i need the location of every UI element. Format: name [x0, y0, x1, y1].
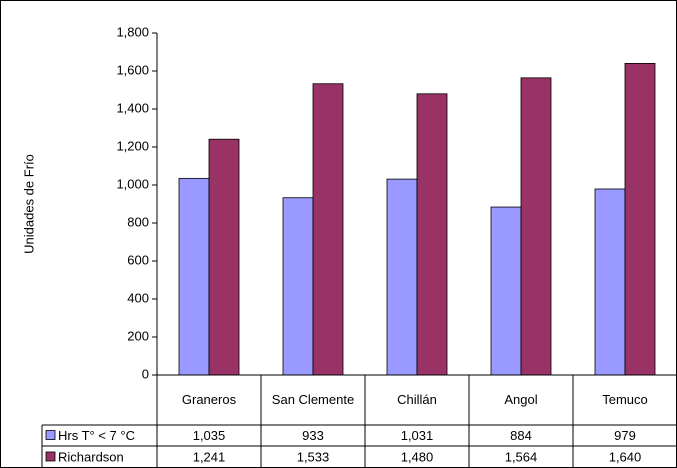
y-tick-label: 400 — [127, 290, 149, 305]
x-tick-label: Angol — [504, 392, 538, 407]
y-tick-label: 600 — [127, 252, 149, 267]
table-value: 1,035 — [193, 428, 226, 443]
y-tick-label: 1,800 — [116, 24, 149, 39]
bar — [520, 77, 552, 376]
bar — [490, 206, 522, 376]
table-value: 1,241 — [193, 449, 226, 464]
x-tick-label: San Clemente — [271, 392, 355, 407]
x-tick-label: Temuco — [602, 392, 648, 407]
bar — [312, 83, 344, 376]
table-value: 1,640 — [609, 449, 642, 464]
y-axis-label: Unidades de Frío — [21, 154, 36, 254]
bar — [282, 197, 314, 376]
category-cell: Angol — [504, 392, 538, 407]
table-value: 1,031 — [401, 428, 434, 443]
y-tick-label: 800 — [127, 214, 149, 229]
table-value: 884 — [510, 428, 532, 443]
y-tick-label: 1,400 — [116, 100, 149, 115]
legend-label: Richardson — [58, 449, 124, 464]
bar — [594, 188, 626, 376]
table-value: 1,533 — [297, 449, 330, 464]
y-tick-label: 1,200 — [116, 138, 149, 153]
x-tick-label: Chillán — [397, 392, 437, 407]
y-tick-label: 200 — [127, 328, 149, 343]
bar — [416, 93, 448, 376]
y-tick-label: 1,600 — [116, 62, 149, 77]
table-value: 1,480 — [401, 449, 434, 464]
x-tick-label: Graneros — [181, 392, 237, 407]
category-cell: Graneros — [181, 392, 237, 407]
category-cell: Temuco — [602, 392, 648, 407]
bar — [208, 138, 240, 376]
table-value: 933 — [302, 428, 324, 443]
legend-label: Hrs T° < 7 °C — [58, 428, 135, 443]
bar — [178, 177, 210, 376]
legend-swatch — [45, 451, 56, 462]
y-tick-label: 0 — [142, 366, 149, 381]
legend-swatch — [45, 430, 56, 440]
category-cell: Chillán — [397, 392, 437, 407]
bar — [624, 63, 656, 376]
category-cell: San Clemente — [271, 392, 355, 407]
table-value: 1,564 — [505, 449, 538, 464]
y-tick-label: 1,000 — [116, 176, 149, 191]
bar — [386, 178, 418, 376]
table-value: 979 — [614, 428, 636, 443]
